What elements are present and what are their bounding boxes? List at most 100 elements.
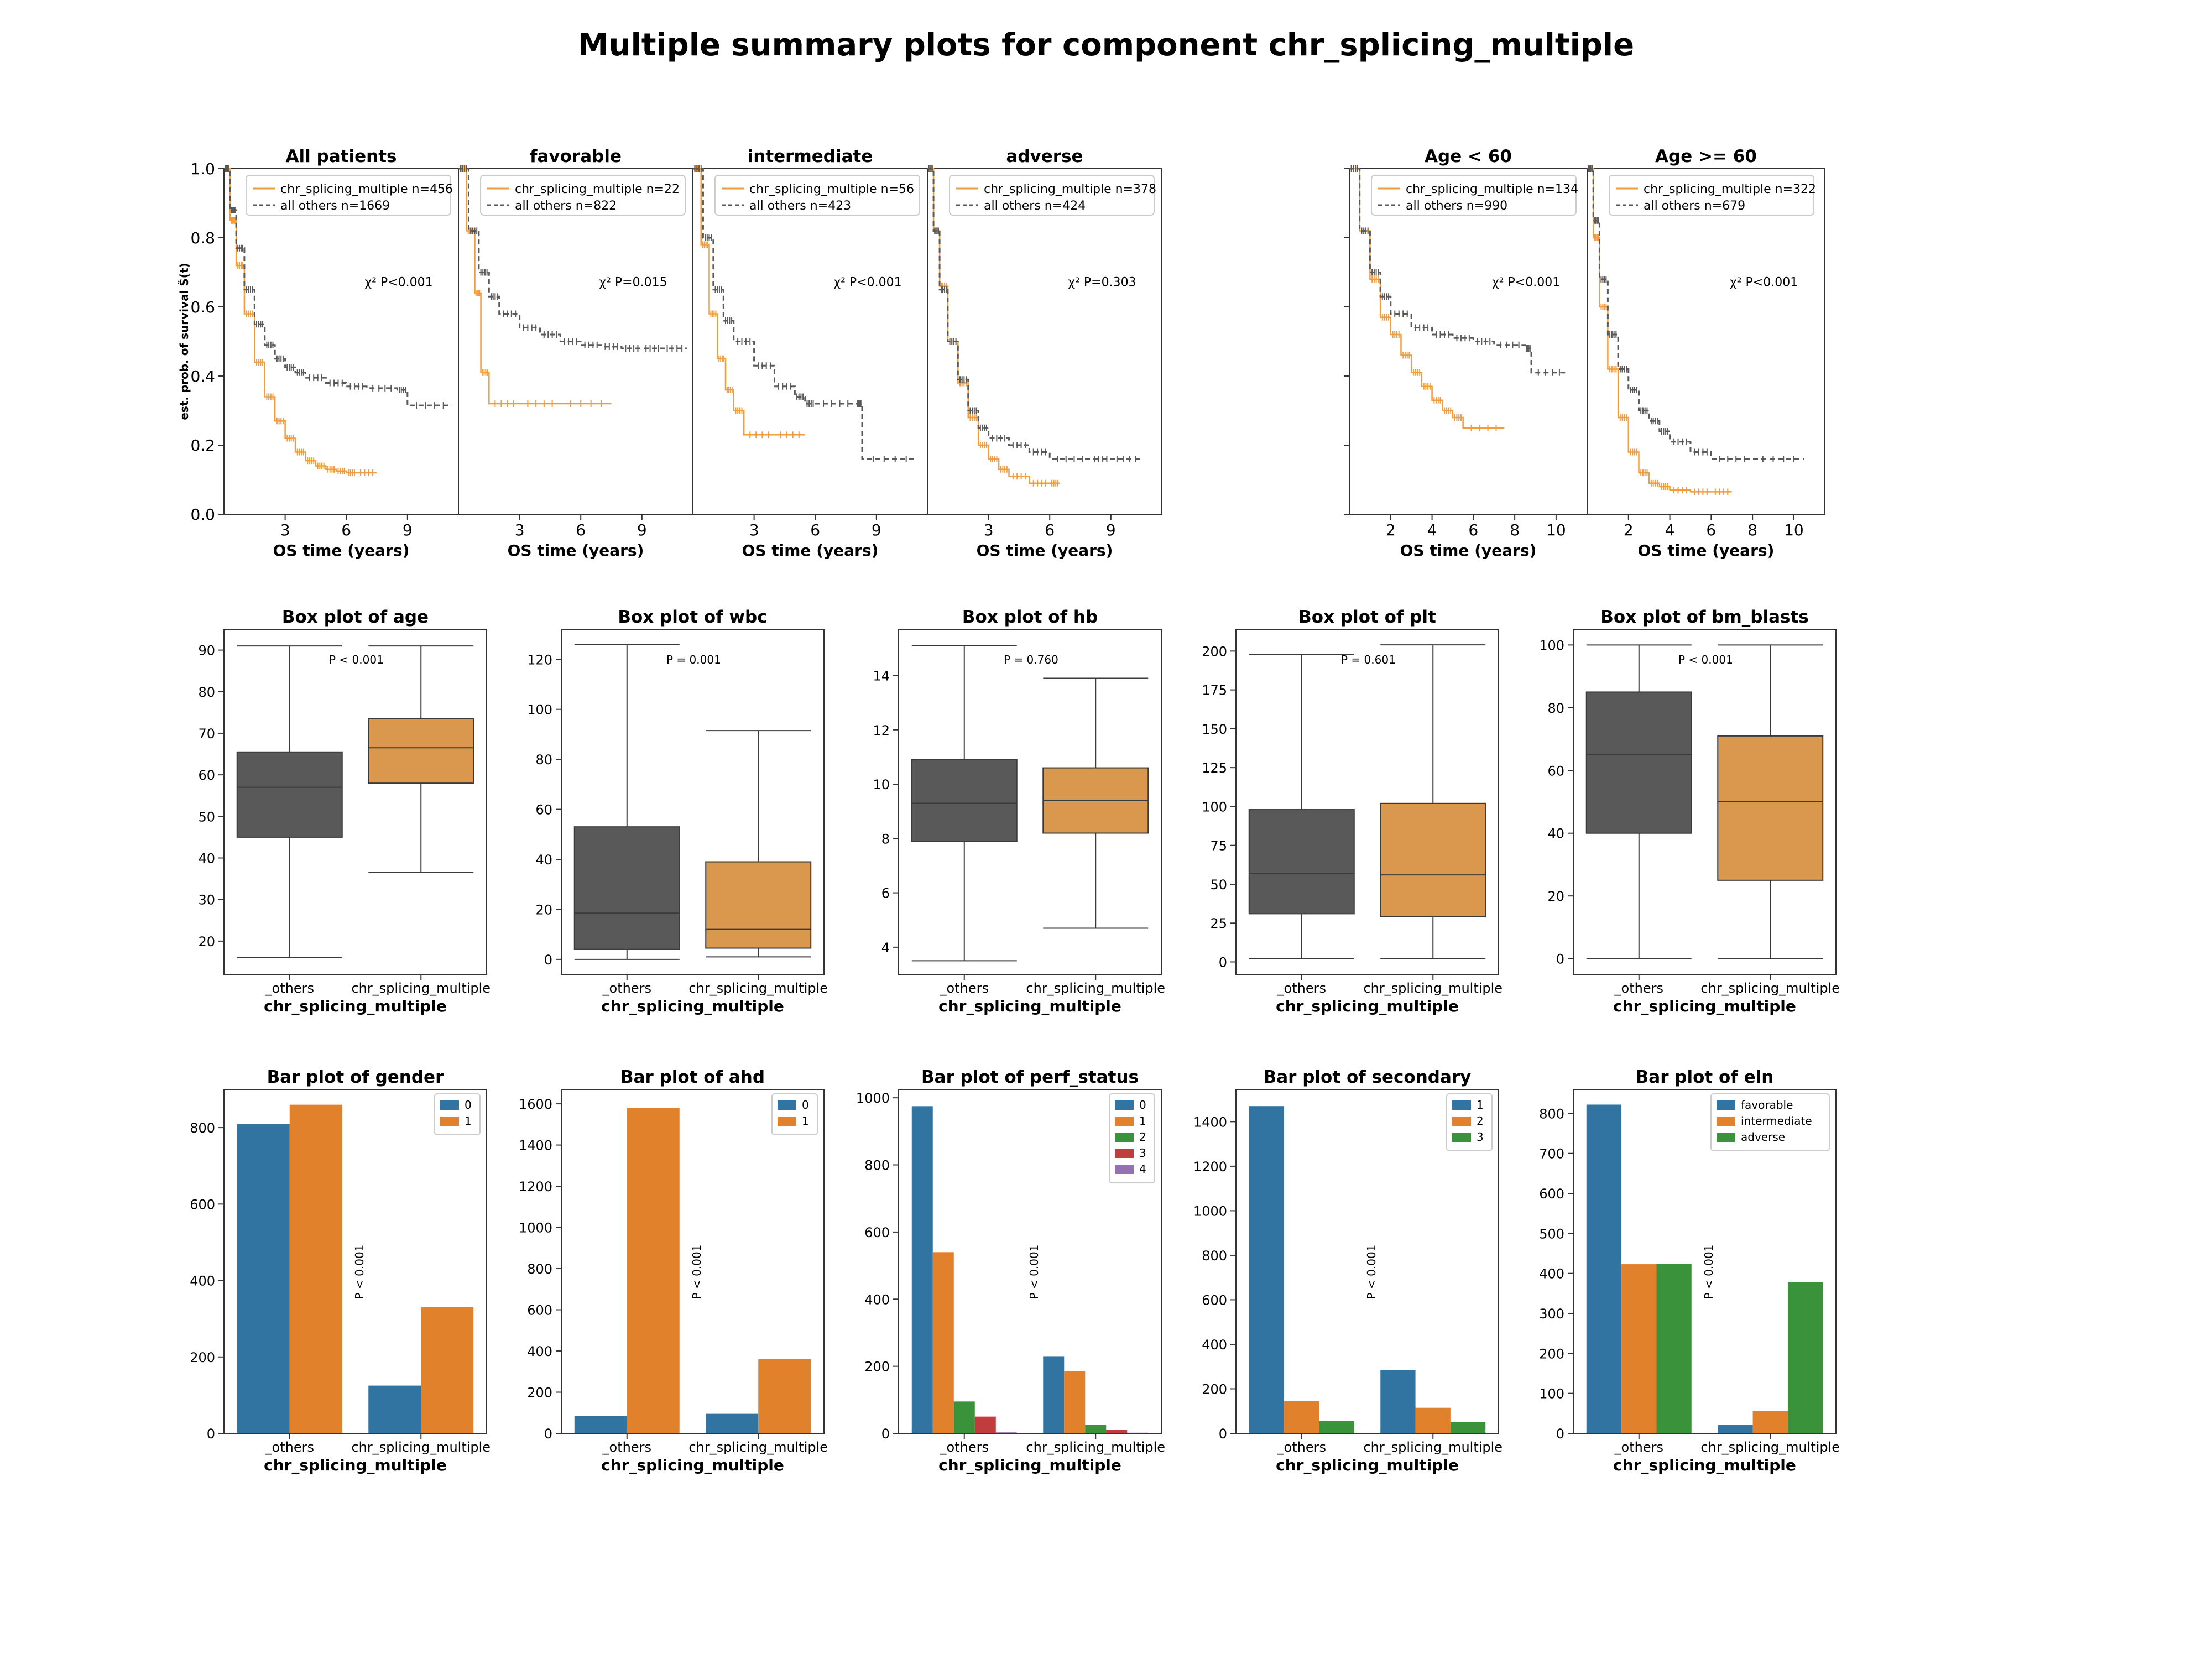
- km-title: All patients: [286, 147, 397, 166]
- bar-ytick-label: 1200: [519, 1179, 552, 1194]
- km-legend: [480, 175, 686, 216]
- bar-legend-swatch: [1115, 1100, 1134, 1110]
- bar-legend-swatch: [778, 1100, 796, 1110]
- bar-ytick-label: 1000: [519, 1220, 552, 1236]
- bar-0: [574, 1416, 627, 1433]
- km-frame: [1349, 168, 1588, 515]
- box-ytick-label: 60: [198, 768, 215, 783]
- box-title: Box plot of hb: [962, 607, 1098, 627]
- km-frame: [223, 168, 459, 515]
- box-title: Box plot of plt: [1298, 607, 1436, 627]
- bar-ytick-label: 100: [1539, 1386, 1564, 1402]
- km-frame: [1587, 168, 1825, 515]
- bar-xtick-label: chr_splicing_multiple: [688, 1439, 828, 1455]
- bar-legend-label: adverse: [1741, 1130, 1785, 1144]
- km-title: adverse: [1006, 147, 1083, 166]
- bar-ytick-label: 1600: [519, 1097, 552, 1112]
- bar-0: [1043, 1356, 1065, 1433]
- km-xtick-label: 6: [1706, 521, 1716, 539]
- bar-3: [1319, 1421, 1354, 1433]
- bar-adverse: [1787, 1282, 1823, 1433]
- bar-legend-label: 0: [1139, 1098, 1146, 1112]
- box-ytick-label: 14: [873, 669, 890, 684]
- km-legend-label-others: all others n=424: [984, 199, 1086, 213]
- box-iqr: [236, 751, 343, 838]
- bar-panel-1: Bar plot of ahd 0 200 400 600 800 1000 1200 1400…: [519, 1067, 828, 1474]
- box-ytick-label: 10: [873, 777, 890, 792]
- bar-0: [237, 1124, 290, 1433]
- bar-ytick-label: 500: [1539, 1226, 1564, 1241]
- km-title: favorable: [530, 147, 622, 166]
- km-ytick-label: 0.8: [190, 229, 215, 247]
- box-pvalue: P = 0.601: [1341, 653, 1396, 666]
- bar-ytick-label: 0: [207, 1426, 215, 1442]
- km-legend-label-chr: chr_splicing_multiple n=134: [1406, 182, 1578, 196]
- bar-legend-swatch: [778, 1117, 796, 1126]
- km-frame: [927, 168, 1162, 515]
- bar-4: [995, 1432, 1017, 1433]
- km-title: Age >= 60: [1655, 147, 1757, 166]
- bar-legend-label: 1: [465, 1114, 472, 1128]
- bar-xlabel: chr_splicing_multiple: [1276, 1456, 1459, 1474]
- bar-legend-label: 1: [1477, 1098, 1484, 1112]
- km-legend-label-others: all others n=822: [515, 199, 617, 213]
- box-iqr: [911, 759, 1018, 842]
- bar-legend-label: 3: [1139, 1146, 1146, 1160]
- km-legend-label-chr: chr_splicing_multiple n=456: [280, 182, 453, 196]
- bar-ytick-label: 0: [881, 1426, 890, 1442]
- box-pvalue: P < 0.001: [329, 653, 384, 666]
- box-ytick-label: 100: [1539, 638, 1564, 653]
- km-legend: [949, 175, 1155, 216]
- box-xtick-label: chr_splicing_multiple: [688, 980, 828, 996]
- km-xtick-label: 9: [637, 521, 647, 539]
- bar-xlabel: chr_splicing_multiple: [601, 1456, 784, 1474]
- km-ytick-label: 1.0: [190, 160, 215, 178]
- bar-legend-swatch: [1452, 1133, 1471, 1142]
- box-ytick-label: 4: [881, 940, 890, 956]
- bar-title: Bar plot of gender: [267, 1067, 444, 1087]
- box-iqr: [573, 826, 680, 950]
- bar-ytick-label: 800: [1202, 1248, 1227, 1264]
- bar-panel-2: Bar plot of perf_status02004006008001000…: [856, 1067, 1165, 1474]
- box-title: Box plot of age: [282, 607, 429, 627]
- bar-ytick-label: 1400: [1193, 1114, 1227, 1130]
- km-legend-label-others: all others n=1669: [280, 199, 390, 213]
- bar-ytick-label: 200: [190, 1350, 215, 1365]
- km-xtick-label: 6: [1468, 521, 1478, 539]
- bar-favorable: [1718, 1425, 1753, 1433]
- box-ytick-label: 20: [1547, 889, 1564, 904]
- km-pvalue: χ² P<0.001: [833, 276, 901, 290]
- km-legend: [714, 175, 920, 216]
- box-ytick-label: 80: [535, 752, 552, 768]
- box-frame: [1235, 629, 1499, 975]
- bar-1: [289, 1104, 342, 1433]
- box-ytick-label: 60: [535, 802, 552, 818]
- km-title: intermediate: [748, 147, 873, 166]
- bar-legend-swatch: [1452, 1100, 1471, 1110]
- bar-1: [421, 1307, 474, 1433]
- box-ytick-label: 100: [1202, 799, 1227, 815]
- km-pvalue: χ² P<0.001: [1492, 276, 1560, 290]
- box-xtick-label: chr_splicing_multiple: [1363, 980, 1503, 996]
- box-ytick-label: 0: [1219, 955, 1227, 971]
- box-ytick-label: 70: [198, 726, 215, 742]
- bar-title: Bar plot of ahd: [620, 1067, 765, 1087]
- bar-pvalue: P < 0.001: [1365, 1245, 1378, 1300]
- bar-panel-3: Bar plot of secondary0200400600800100012…: [1193, 1067, 1503, 1474]
- km-xtick-label: 2: [1386, 521, 1396, 539]
- bar-legend-label: 1: [1139, 1114, 1146, 1128]
- bar-title: Bar plot of eln: [1636, 1067, 1774, 1087]
- bar-ytick-label: 1200: [1193, 1159, 1227, 1175]
- bar-legend-swatch: [1115, 1133, 1134, 1142]
- km-line-others: [458, 168, 687, 349]
- bar-legend-swatch: [440, 1100, 459, 1110]
- bar-1: [932, 1252, 954, 1433]
- bar-pvalue: P < 0.001: [1702, 1245, 1715, 1300]
- bar-intermediate: [1752, 1411, 1788, 1433]
- box-xtick-label: _others: [265, 980, 314, 996]
- bar-ytick-label: 200: [864, 1359, 890, 1375]
- box-ytick-label: 12: [873, 723, 890, 738]
- box-panel-4: Box plot of bm_blasts 0 20 40 60 80 100 _others…: [1539, 607, 1840, 1015]
